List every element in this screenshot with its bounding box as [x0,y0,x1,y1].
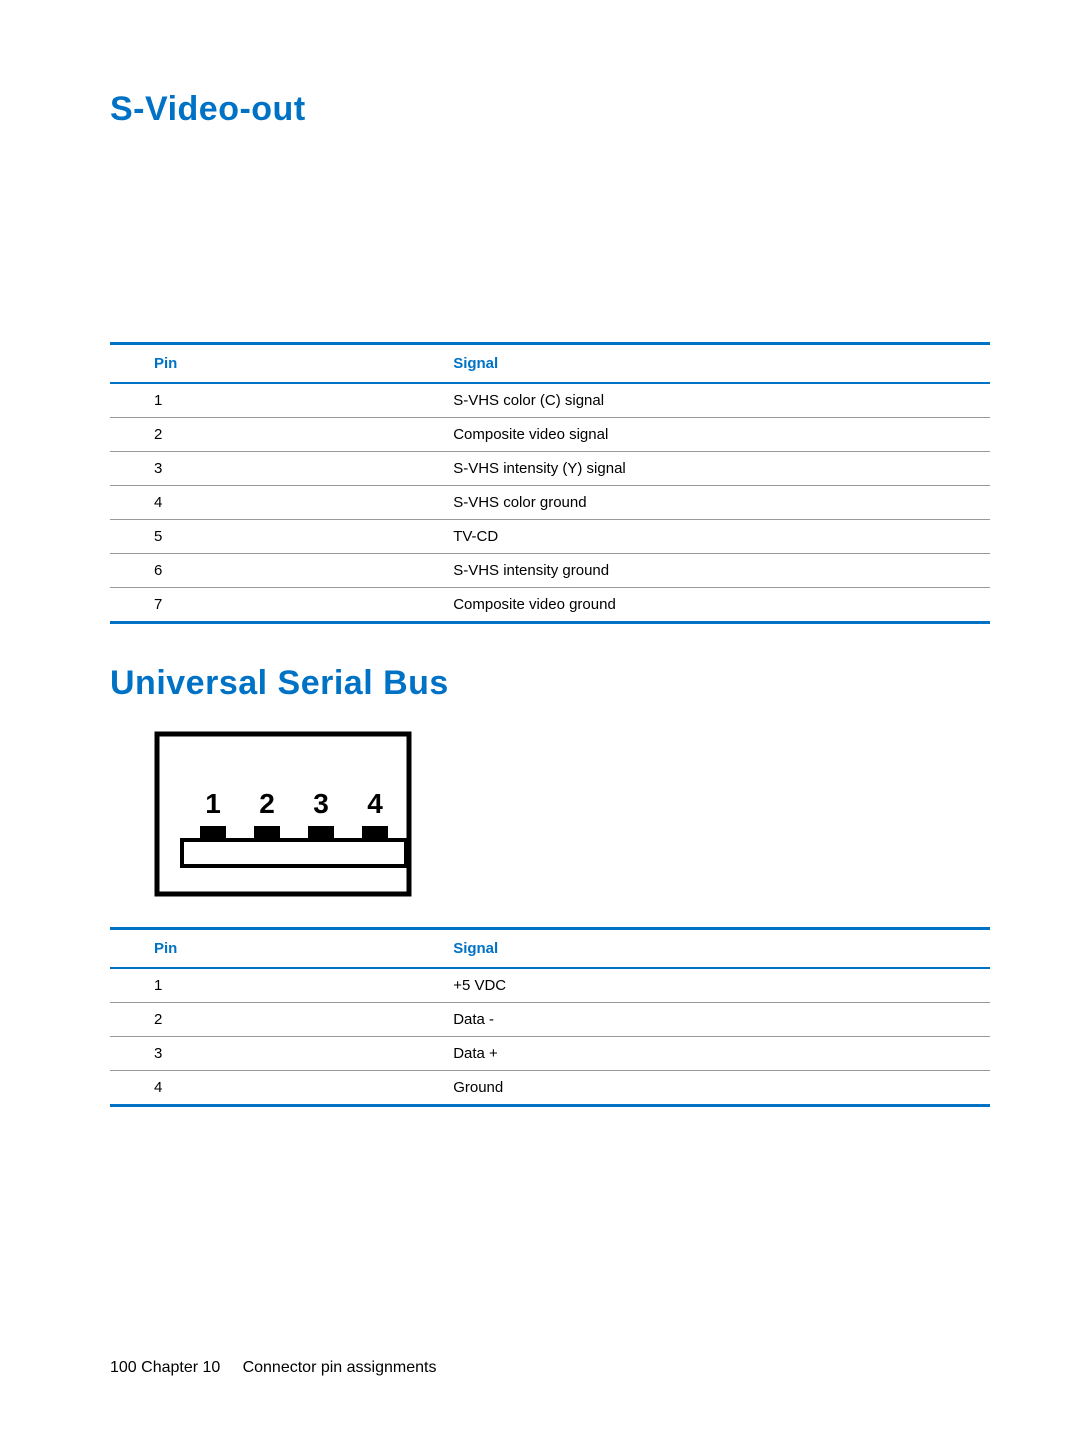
cell-signal: Data - [409,1003,990,1037]
table-row: 5TV-CD [110,520,990,554]
svg-text:4: 4 [367,788,383,819]
table-header-row: Pin Signal [110,929,990,969]
cell-signal: S-VHS color (C) signal [409,383,990,418]
svg-text:1: 1 [205,788,221,819]
cell-pin: 5 [110,520,409,554]
cell-signal: S-VHS color ground [409,486,990,520]
usb-svg: 1 2 3 4 [154,731,412,897]
table-row: 4Ground [110,1071,990,1106]
col-pin: Pin [110,929,409,969]
cell-signal: TV-CD [409,520,990,554]
page-number: 100 [110,1359,137,1376]
cell-signal: S-VHS intensity ground [409,554,990,588]
cell-signal: Data + [409,1037,990,1071]
col-signal: Signal [409,929,990,969]
table-row: 2Data - [110,1003,990,1037]
svg-text:2: 2 [259,788,275,819]
cell-pin: 1 [110,383,409,418]
usb-connector-diagram: 1 2 3 4 [154,731,990,902]
cell-signal: Composite video signal [409,418,990,452]
cell-pin: 3 [110,1037,409,1071]
table-row: 3S-VHS intensity (Y) signal [110,452,990,486]
cell-pin: 6 [110,554,409,588]
cell-signal: S-VHS intensity (Y) signal [409,452,990,486]
usb-pin-table: Pin Signal 1+5 VDC 2Data - 3Data + 4Grou… [110,927,990,1107]
table-row: 3Data + [110,1037,990,1071]
table-row: 6S-VHS intensity ground [110,554,990,588]
heading-usb: Universal Serial Bus [110,664,990,703]
cell-pin: 1 [110,968,409,1003]
cell-pin: 2 [110,1003,409,1037]
page-footer: 100 Chapter 10 Connector pin assignments [110,1359,436,1377]
col-signal: Signal [409,344,990,384]
table-row: 2Composite video signal [110,418,990,452]
cell-signal: +5 VDC [409,968,990,1003]
svideo-pin-table: Pin Signal 1S-VHS color (C) signal 2Comp… [110,342,990,624]
cell-pin: 3 [110,452,409,486]
chapter-title: Connector pin assignments [243,1359,437,1376]
table-header-row: Pin Signal [110,344,990,384]
table-row: 4S-VHS color ground [110,486,990,520]
cell-signal: Ground [409,1071,990,1106]
col-pin: Pin [110,344,409,384]
page: S-Video-out Pin Signal 1S-VHS color (C) … [0,0,1080,1437]
table-row: 1S-VHS color (C) signal [110,383,990,418]
svideo-diagram-placeholder [110,157,990,342]
cell-signal: Composite video ground [409,588,990,623]
cell-pin: 4 [110,1071,409,1106]
table-row: 7Composite video ground [110,588,990,623]
cell-pin: 4 [110,486,409,520]
cell-pin: 2 [110,418,409,452]
svg-text:3: 3 [313,788,329,819]
heading-svideo: S-Video-out [110,90,990,129]
cell-pin: 7 [110,588,409,623]
chapter-label: Chapter 10 [141,1359,220,1376]
table-row: 1+5 VDC [110,968,990,1003]
